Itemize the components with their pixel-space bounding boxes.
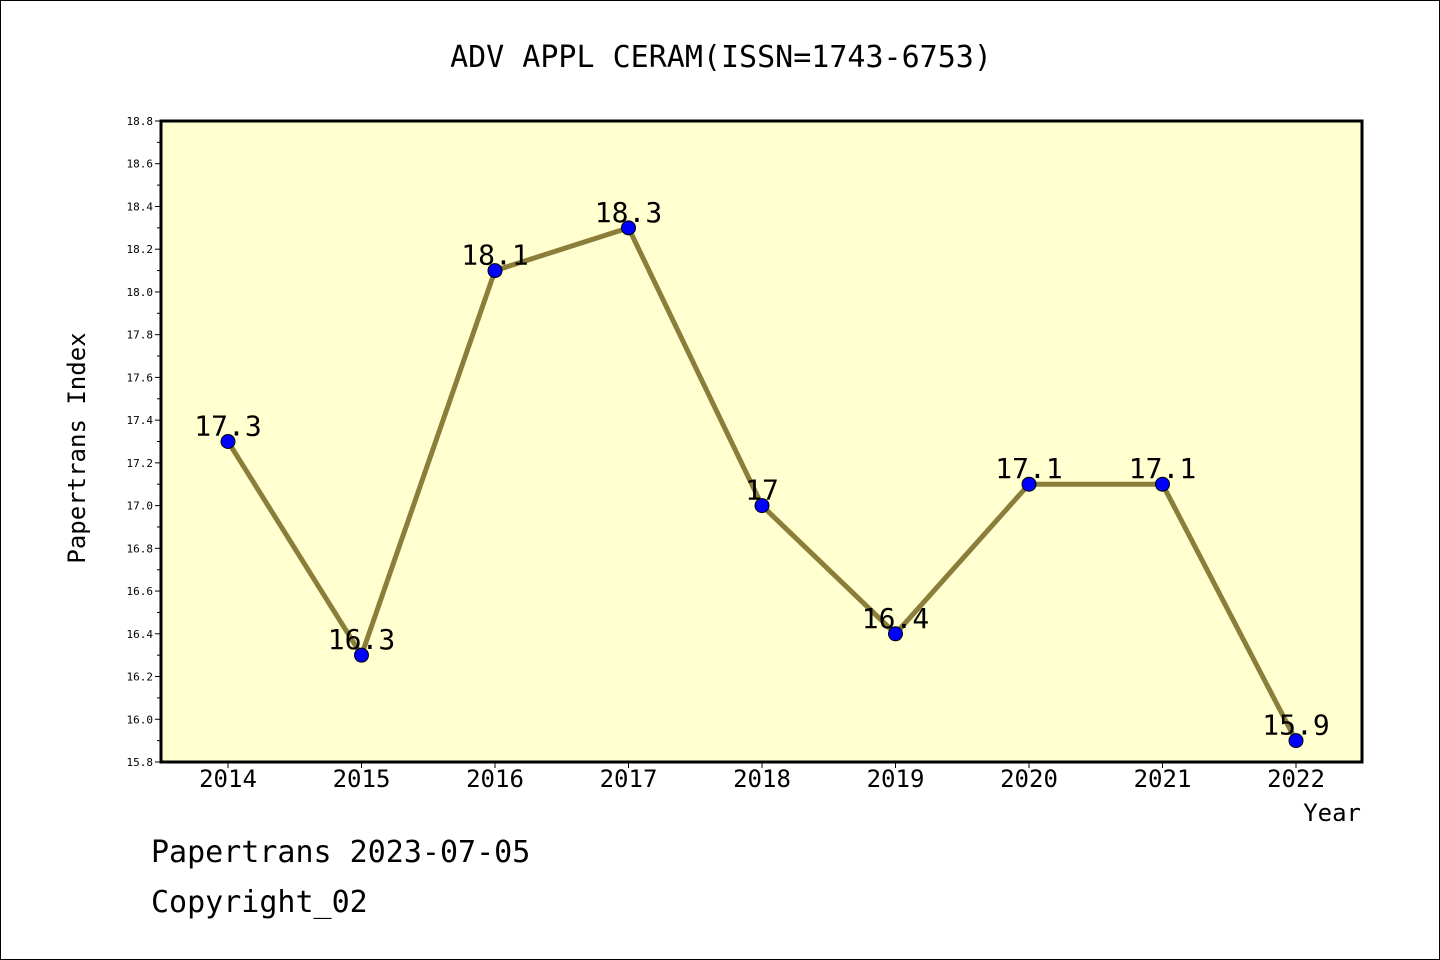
data-points (220, 220, 1304, 749)
y-tick-label: 17.4 (127, 414, 154, 427)
x-tick-label: 2022 (1267, 765, 1325, 793)
x-axis: 2014 2015 2016 2017 2018 2019 2020 2021 2022 (199, 762, 1325, 793)
y-tick-label: 17.0 (127, 500, 154, 513)
y-tick-label: 18.6 (127, 158, 154, 171)
y-tick-label: 17.6 (127, 371, 154, 384)
data-label: 17 (745, 474, 779, 507)
y-tick-label: 18.4 (127, 200, 154, 213)
y-tick-label: 18.8 (127, 115, 154, 128)
data-point (354, 647, 369, 663)
y-tick-label: 16.8 (127, 542, 154, 555)
y-tick-label: 17.8 (127, 329, 154, 342)
chart-title: ADV APPL CERAM(ISSN=1743-6753) (450, 40, 992, 75)
data-point (1288, 733, 1304, 749)
data-label: 16.3 (328, 623, 395, 656)
y-axis-title: Papertrans Index (63, 332, 91, 563)
x-tick-label: 2019 (867, 765, 925, 793)
data-point (754, 498, 770, 514)
y-tick-label: 17.2 (127, 457, 154, 470)
x-tick-label: 2017 (600, 765, 658, 793)
data-label: 17.3 (194, 410, 261, 443)
y-tick-label: 18.2 (127, 243, 154, 256)
data-label: 16.4 (862, 602, 929, 635)
x-tick-label: 2018 (733, 765, 791, 793)
y-axis: 15.8 16.0 16.2 16.4 16.6 16.8 17.0 17.2 17.4 17.6… (127, 115, 161, 769)
x-axis-title: Year (1303, 799, 1361, 827)
y-tick-label: 15.8 (127, 756, 154, 769)
data-point (1155, 476, 1170, 492)
data-label: 17.1 (995, 452, 1062, 485)
data-point (220, 434, 236, 449)
x-tick-label: 2020 (1000, 765, 1058, 793)
data-point (621, 220, 636, 236)
y-tick-label: 18.0 (127, 286, 154, 299)
y-tick-label: 16.4 (127, 628, 154, 641)
data-label: 18.1 (461, 239, 528, 272)
footer-date-line: Papertrans 2023-07-05 (151, 835, 531, 870)
x-tick-label: 2016 (466, 765, 524, 793)
plot-area (159, 119, 1364, 764)
data-point (1021, 476, 1037, 492)
data-label: 17.1 (1129, 452, 1196, 485)
x-tick-label: 2014 (199, 765, 257, 793)
data-labels: 17.3 16.3 18.1 18.3 17 16.4 17.1 17.1 15.9 (194, 196, 1329, 742)
x-tick-label: 2021 (1134, 765, 1192, 793)
footer-copyright-line: Copyright_02 (151, 885, 368, 920)
y-tick-label: 16.2 (127, 671, 154, 684)
x-tick-label: 2015 (333, 765, 391, 793)
y-tick-label: 16.6 (127, 585, 154, 598)
data-label: 18.3 (595, 196, 662, 229)
data-label: 15.9 (1262, 709, 1329, 742)
y-tick-label: 16.0 (127, 713, 154, 726)
data-point (888, 626, 903, 642)
data-point (487, 263, 503, 279)
